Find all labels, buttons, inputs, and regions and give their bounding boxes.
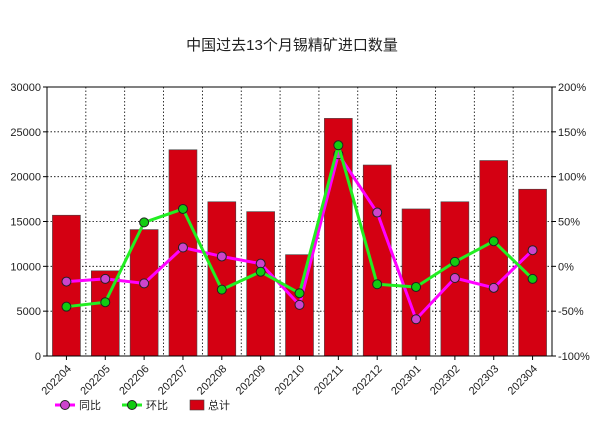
legend: 同比 环比 总计 (55, 398, 230, 412)
point-环比-202205 (100, 297, 111, 308)
right-tick-label: 150% (558, 127, 586, 139)
line-series (61, 140, 538, 325)
point-同比-202208 (216, 251, 227, 262)
left-tick-label: 30000 (10, 82, 41, 94)
x-tick-label: 202302 (428, 363, 462, 397)
point-同比-202210 (294, 299, 305, 310)
point-环比-202211 (333, 140, 344, 151)
chart-title: 中国过去13个月锡精矿进口数量 (186, 37, 398, 54)
point-同比-202205 (100, 273, 111, 284)
legend-label: 环比 (146, 399, 168, 412)
x-tick-label: 202207 (156, 363, 190, 397)
point-环比-202301 (411, 281, 422, 292)
point-同比-202302 (449, 272, 460, 283)
point-同比-202212 (372, 207, 383, 218)
point-环比-202207 (177, 203, 188, 214)
right-tick-label: 50% (558, 217, 580, 229)
point-环比-202302 (449, 256, 460, 267)
point-环比-202208 (216, 284, 227, 295)
point-同比-202304 (527, 245, 538, 256)
point-同比-202207 (177, 242, 188, 253)
x-tick-label: 202301 (389, 363, 423, 397)
point-同比-202204 (61, 276, 72, 287)
bar-202206 (129, 229, 159, 357)
x-tick-label: 202205 (78, 363, 112, 397)
legend-marker-同比 (60, 400, 70, 410)
legend-label: 同比 (79, 399, 101, 412)
x-tick-label: 202209 (234, 363, 268, 397)
x-tick-label: 202303 (467, 363, 501, 397)
left-tick-label: 0 (35, 351, 41, 363)
point-环比-202303 (488, 236, 499, 247)
point-环比-202304 (527, 273, 538, 284)
left-tick-label: 5000 (17, 306, 41, 318)
left-tick-label: 10000 (10, 261, 41, 273)
right-tick-label: 100% (558, 172, 586, 184)
left-tick-label: 15000 (10, 217, 41, 229)
bar-202303 (479, 160, 509, 357)
legend-label: 总计 (208, 398, 230, 412)
legend-marker-环比 (127, 400, 137, 410)
point-环比-202212 (372, 279, 383, 290)
x-tick-label: 202206 (117, 363, 151, 397)
bar-202208 (207, 201, 237, 357)
point-同比-202206 (139, 278, 150, 289)
x-tick-label: 202204 (40, 363, 74, 397)
point-环比-202210 (294, 288, 305, 299)
left-tick-label: 25000 (10, 127, 41, 139)
bar-202209 (246, 211, 275, 357)
right-tick-label: -50% (558, 306, 584, 318)
right-tick-label: 0% (558, 261, 574, 273)
x-tick-label: 202304 (506, 363, 540, 397)
bar-202207 (168, 149, 198, 357)
point-环比-202204 (61, 301, 72, 312)
point-同比-202303 (488, 282, 499, 293)
point-环比-202206 (139, 217, 150, 228)
right-tick-label: -100% (558, 351, 590, 363)
x-tick-label: 202208 (195, 363, 229, 397)
bar-202304 (518, 188, 547, 357)
bar-202212 (362, 164, 392, 357)
x-tick-label: 202210 (273, 363, 307, 397)
left-tick-label: 20000 (10, 172, 41, 184)
right-tick-label: 200% (558, 82, 586, 94)
x-tick-label: 202212 (350, 363, 384, 397)
point-同比-202301 (411, 314, 422, 325)
x-tick-label: 202211 (312, 363, 346, 397)
bar-series (52, 118, 547, 357)
legend-swatch-总计 (189, 399, 205, 411)
point-环比-202209 (255, 266, 266, 277)
